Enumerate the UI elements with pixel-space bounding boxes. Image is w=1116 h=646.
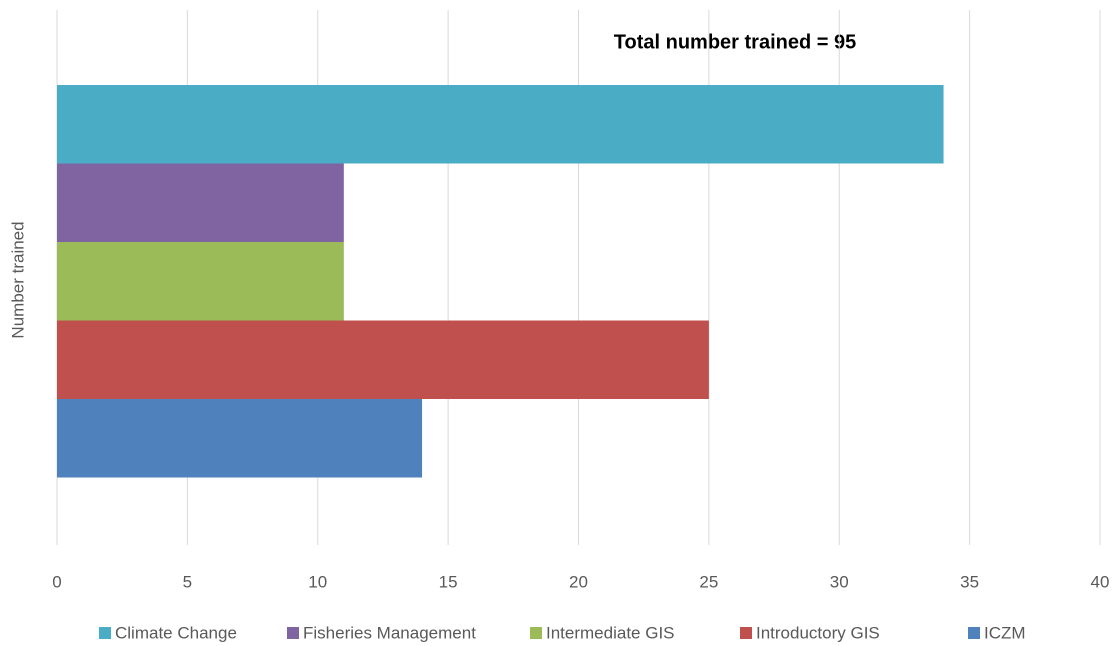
legend-marker bbox=[530, 627, 542, 639]
bar bbox=[57, 163, 344, 242]
bar bbox=[57, 242, 344, 321]
legend-label: Climate Change bbox=[115, 623, 237, 642]
x-tick-label: 15 bbox=[439, 572, 458, 591]
legend-marker bbox=[968, 627, 980, 639]
legend-label: ICZM bbox=[984, 623, 1026, 642]
x-tick-label: 35 bbox=[960, 572, 979, 591]
legend-label: Introductory GIS bbox=[756, 623, 880, 642]
x-tick-label: 25 bbox=[699, 572, 718, 591]
x-tick-label: 5 bbox=[183, 572, 192, 591]
y-axis-label: Number trained bbox=[8, 221, 27, 338]
legend-marker bbox=[99, 627, 111, 639]
legend-marker bbox=[287, 627, 299, 639]
bar bbox=[57, 399, 423, 478]
x-tick-label: 10 bbox=[308, 572, 327, 591]
legend-label: Fisheries Management bbox=[303, 623, 476, 642]
x-tick-label: 0 bbox=[52, 572, 61, 591]
x-tick-label: 20 bbox=[569, 572, 588, 591]
legend-label: Intermediate GIS bbox=[546, 623, 675, 642]
legend-marker bbox=[740, 627, 752, 639]
bar bbox=[57, 85, 944, 164]
annotation: Total number trained = 95 bbox=[614, 31, 856, 53]
bar bbox=[57, 320, 709, 399]
x-tick-label: 40 bbox=[1091, 572, 1110, 591]
x-tick-label: 30 bbox=[830, 572, 849, 591]
